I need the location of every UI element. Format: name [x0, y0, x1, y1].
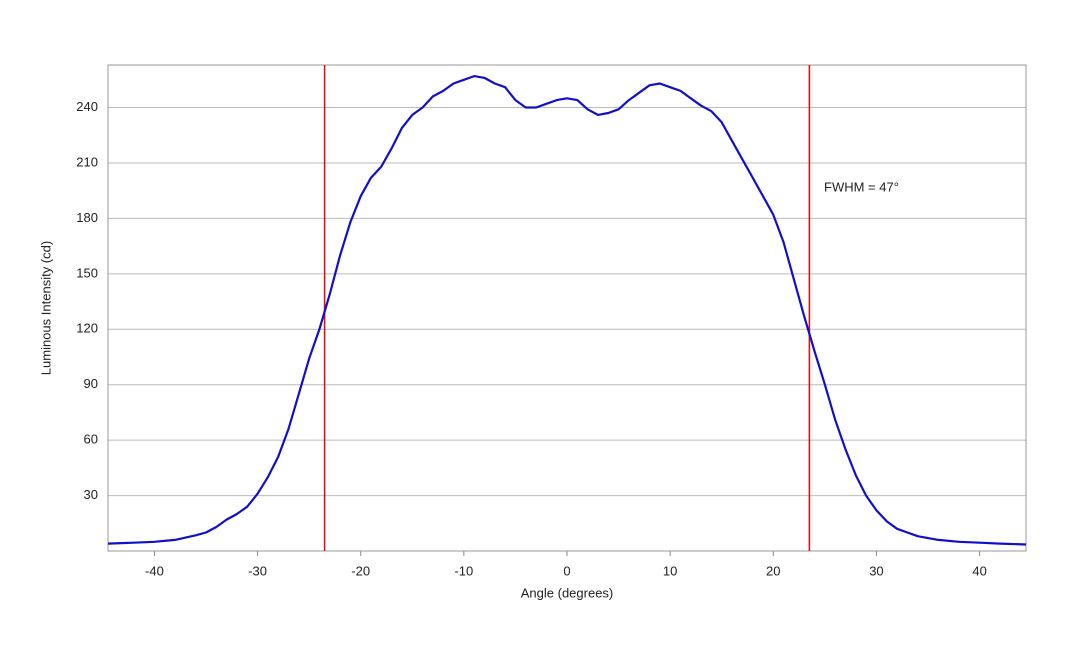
x-tick-label: 40: [972, 563, 986, 578]
y-tick-label: 180: [76, 210, 98, 225]
y-axis-label: Luminous Intensity (cd): [38, 241, 53, 375]
x-tick-label: -20: [351, 563, 370, 578]
plot-frame: [107, 64, 1027, 552]
x-tick-label: -10: [454, 563, 473, 578]
y-tick-label: 30: [84, 487, 98, 502]
y-tick-label: 240: [76, 99, 98, 114]
x-tick-label: -40: [145, 563, 164, 578]
x-tick-label: 20: [766, 563, 780, 578]
y-tick-label: 90: [84, 376, 98, 391]
y-tick-label: 60: [84, 432, 98, 447]
y-tick-label: 150: [76, 265, 98, 280]
y-tick-label: 210: [76, 154, 98, 169]
data-line: [107, 75, 1027, 546]
x-axis-label: Angle (degrees): [521, 585, 614, 600]
y-tick-label: 120: [76, 321, 98, 336]
x-tick-label: 10: [663, 563, 677, 578]
x-tick-label: -30: [248, 563, 267, 578]
annotation: FWHM = 47°: [824, 179, 899, 194]
x-tick-label: 30: [869, 563, 883, 578]
x-tick-label: 0: [563, 563, 570, 578]
